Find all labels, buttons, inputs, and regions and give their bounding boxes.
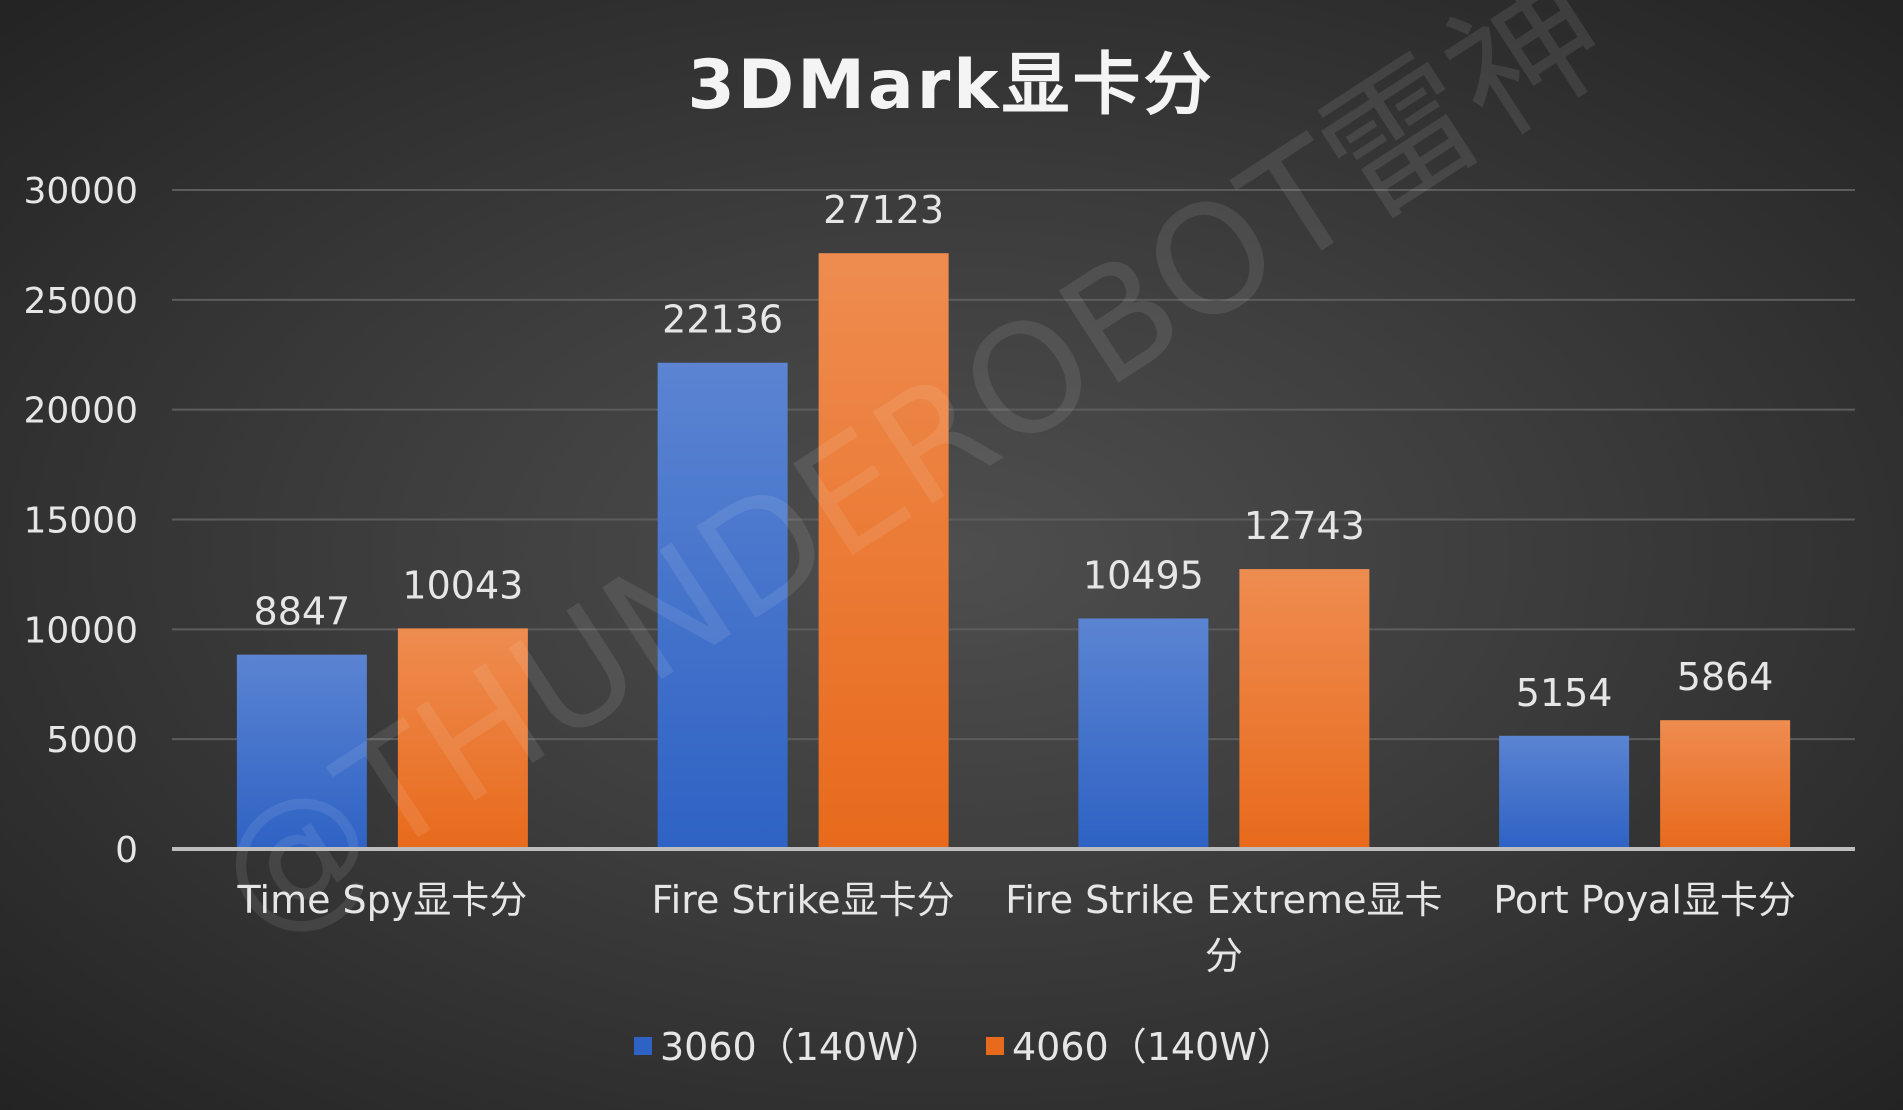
y-tick-label: 0 <box>115 830 138 871</box>
bar-series-1 <box>1499 735 1630 849</box>
axis: 0 5000 10000 15000 20000 25000 30000 <box>23 171 1855 871</box>
x-category-label: 分 <box>1205 934 1243 978</box>
y-tick-label: 5000 <box>46 720 138 761</box>
chart-title: 3DMark显卡分 <box>687 46 1214 125</box>
x-category-label: Time Spy显卡分 <box>236 878 527 922</box>
bars <box>236 253 1791 849</box>
bar-series-2 <box>818 253 949 849</box>
y-tick-label: 10000 <box>23 610 138 651</box>
legend-label-series-1: 3060（140W） <box>660 1025 943 1069</box>
y-tick-label: 30000 <box>23 171 138 212</box>
data-label: 10495 <box>1083 553 1204 597</box>
y-tick-label: 20000 <box>23 391 138 432</box>
legend-swatch-series-1 <box>634 1037 652 1055</box>
data-label: 27123 <box>823 188 944 232</box>
legend: 3060（140W） 4060（140W） <box>634 1025 1295 1069</box>
y-tick-label: 25000 <box>23 281 138 322</box>
legend-label-series-2: 4060（140W） <box>1012 1025 1295 1069</box>
data-label: 10043 <box>402 563 523 607</box>
data-label: 22136 <box>662 298 783 342</box>
x-category-label: Fire Strike Extreme显卡 <box>1005 878 1442 922</box>
data-label: 5154 <box>1516 671 1613 715</box>
data-label: 8847 <box>254 590 351 634</box>
bar-series-1 <box>1078 618 1209 849</box>
labels: 8847 10043 Time Spy显卡分 22136 27123 Fire Strik… <box>236 188 1795 978</box>
bar-series-2 <box>1239 569 1370 849</box>
data-label: 12743 <box>1244 504 1365 548</box>
x-category-label: Port Poyal显卡分 <box>1493 878 1796 922</box>
bar-series-1 <box>236 654 367 849</box>
bar-series-1 <box>657 362 788 849</box>
bar-series-2 <box>397 628 528 849</box>
x-category-label: Fire Strike显卡分 <box>652 878 955 922</box>
y-tick-label: 15000 <box>23 501 138 542</box>
bar-series-2 <box>1660 720 1791 849</box>
data-label: 5864 <box>1677 655 1774 699</box>
legend-swatch-series-2 <box>986 1037 1004 1055</box>
